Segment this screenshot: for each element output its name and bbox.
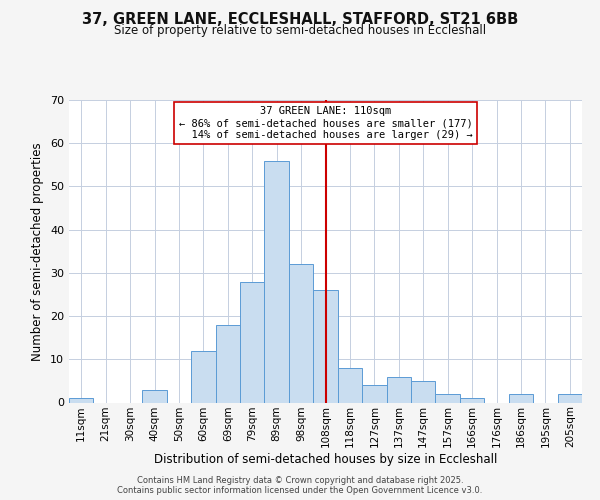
Text: Contains public sector information licensed under the Open Government Licence v3: Contains public sector information licen… — [118, 486, 482, 495]
Bar — [313, 290, 338, 403]
Bar — [386, 376, 411, 402]
Bar — [362, 385, 386, 402]
Text: Contains HM Land Registry data © Crown copyright and database right 2025.: Contains HM Land Registry data © Crown c… — [137, 476, 463, 485]
Text: Size of property relative to semi-detached houses in Eccleshall: Size of property relative to semi-detach… — [114, 24, 486, 37]
Bar — [338, 368, 362, 402]
Bar — [436, 394, 460, 402]
X-axis label: Distribution of semi-detached houses by size in Eccleshall: Distribution of semi-detached houses by … — [154, 453, 497, 466]
Text: 37 GREEN LANE: 110sqm
← 86% of semi-detached houses are smaller (177)
  14% of s: 37 GREEN LANE: 110sqm ← 86% of semi-deta… — [179, 106, 472, 140]
Bar — [142, 390, 167, 402]
Bar — [557, 394, 582, 402]
Bar — [69, 398, 94, 402]
Bar — [240, 282, 265, 403]
Bar — [289, 264, 313, 402]
Text: 37, GREEN LANE, ECCLESHALL, STAFFORD, ST21 6BB: 37, GREEN LANE, ECCLESHALL, STAFFORD, ST… — [82, 12, 518, 28]
Bar — [411, 381, 436, 402]
Bar — [215, 324, 240, 402]
Y-axis label: Number of semi-detached properties: Number of semi-detached properties — [31, 142, 44, 360]
Bar — [265, 160, 289, 402]
Bar — [509, 394, 533, 402]
Bar — [460, 398, 484, 402]
Bar — [191, 350, 215, 403]
